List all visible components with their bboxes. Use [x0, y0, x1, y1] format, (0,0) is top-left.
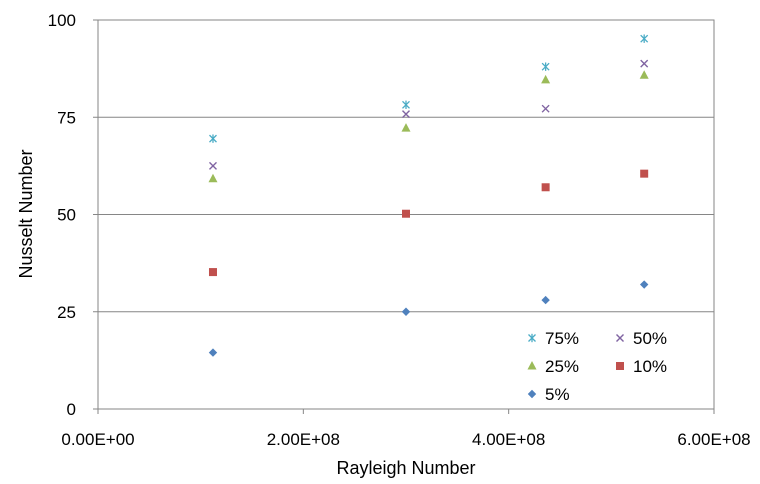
- legend-label-4: 5%: [545, 385, 570, 404]
- legend-marker-2: [527, 361, 537, 370]
- legend-label-3: 10%: [633, 357, 667, 376]
- point-s4-1: [401, 307, 411, 316]
- point-s0-0: [209, 134, 217, 143]
- x-axis-ticks: 0.00E+00 2.00E+08 4.00E+08 6.00E+08: [61, 409, 751, 449]
- series-1: [208, 59, 649, 170]
- legend-marker-0: [528, 333, 536, 343]
- y-tick-label-2: 50: [57, 206, 76, 225]
- point-s0-2: [541, 62, 550, 71]
- point-s2-2: [541, 74, 551, 84]
- legend: 75% 50% 25% 10% 5%: [527, 329, 667, 404]
- series-2: [208, 70, 649, 183]
- series-0: [209, 34, 649, 143]
- series-3: [208, 169, 649, 277]
- y-tick-label-0: 0: [67, 400, 76, 419]
- y-axis-title: Nusselt Number: [16, 149, 36, 278]
- y-tick-label-3: 75: [57, 108, 76, 127]
- point-s3-3: [640, 169, 649, 178]
- point-s3-0: [208, 268, 217, 277]
- legend-marker-4: [527, 389, 537, 399]
- y-axis-ticks: 0 25 50 75 100: [48, 11, 98, 419]
- point-s1-0: [208, 161, 217, 170]
- legend-item-4: 5%: [527, 385, 570, 404]
- point-s1-1: [402, 110, 410, 119]
- point-s3-1: [402, 209, 410, 218]
- data-points: [208, 34, 649, 357]
- legend-label-0: 75%: [545, 329, 579, 348]
- point-s1-3: [640, 59, 649, 68]
- point-s2-1: [401, 123, 411, 132]
- point-s4-3: [639, 280, 649, 289]
- legend-label-1: 50%: [633, 329, 667, 348]
- point-s2-3: [639, 70, 649, 79]
- point-s0-1: [402, 100, 410, 110]
- legend-item-1: 50%: [616, 329, 667, 348]
- x-axis-title: Rayleigh Number: [336, 458, 475, 478]
- point-s2-0: [208, 173, 218, 183]
- x-tick-label-0: 0.00E+00: [61, 430, 134, 449]
- point-s0-3: [640, 34, 649, 43]
- point-s4-0: [208, 348, 218, 357]
- y-tick-label-4: 100: [48, 11, 76, 30]
- y-tick-label-1: 25: [57, 303, 76, 322]
- point-s4-2: [541, 295, 550, 305]
- series-4: [208, 280, 649, 357]
- x-tick-label-1: 2.00E+08: [267, 430, 340, 449]
- x-tick-label-2: 4.00E+08: [472, 430, 545, 449]
- point-s3-2: [541, 183, 550, 192]
- legend-item-3: 10%: [616, 357, 667, 376]
- legend-marker-1: [616, 334, 624, 342]
- point-s1-2: [541, 104, 550, 113]
- legend-label-2: 25%: [545, 357, 579, 376]
- legend-item-0: 75%: [528, 329, 579, 348]
- legend-item-2: 25%: [527, 357, 579, 376]
- x-tick-label-3: 6.00E+08: [677, 430, 750, 449]
- legend-marker-3: [616, 362, 624, 370]
